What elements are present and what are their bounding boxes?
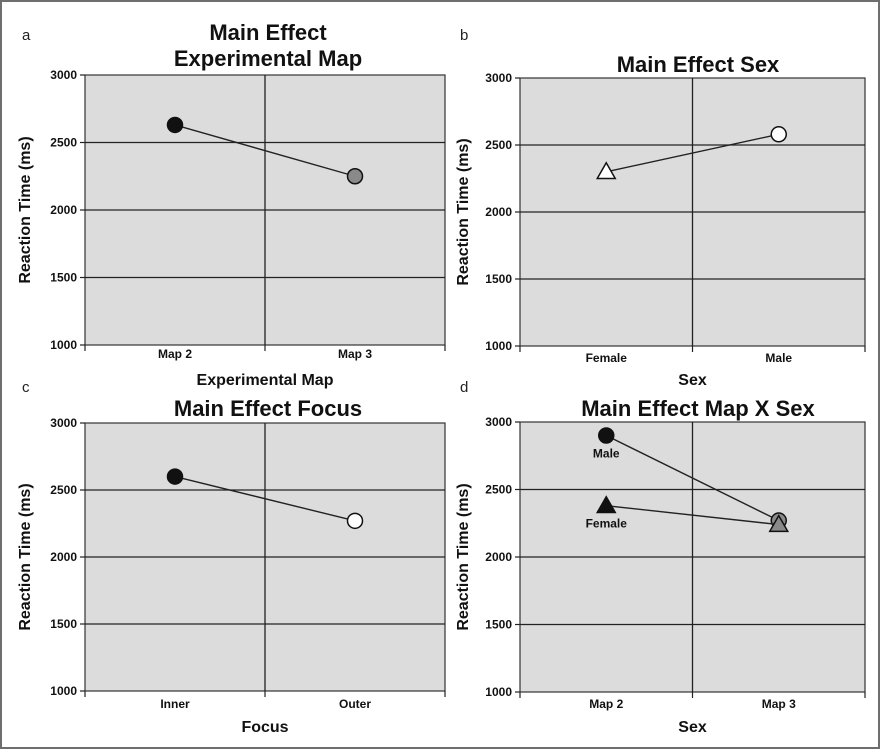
data-point [346,168,364,185]
data-point [595,161,617,180]
data-point [770,126,787,143]
y-tick-label: 3000 [50,68,77,82]
series-line [174,124,356,177]
chart-title: Main Effect Focus [174,396,362,421]
data-point [598,427,615,444]
x-tick-label: Map 3 [338,347,372,361]
y-tick-label: 1000 [50,338,77,352]
x-tick-label: Inner [160,697,190,711]
y-tick-label: 3000 [485,71,512,85]
x-tick-label: Male [765,351,792,365]
panel-c: c Main Effect Focus 1000 1500 2000 2500 3000 In… [17,379,446,736]
data-point [346,512,364,530]
x-axis-label: Focus [241,719,288,736]
y-axis-label: Reaction Time (ms) [455,483,472,630]
series-line [605,434,780,522]
y-tick-label: 1500 [485,618,512,632]
x-tick-label: Female [586,351,628,365]
data-point [768,514,790,533]
y-tick-label: 1500 [50,271,77,285]
chart-title: Main Effect Sex [617,52,780,77]
panel-b: b Main Effect Sex 1000 1500 2000 2500 3000 Fema… [455,27,866,389]
chart-title: Main Effect Map X Sex [581,396,815,421]
series-line [174,475,356,522]
chart-title: Main Effect [209,20,327,45]
y-tick-label: 1500 [50,617,77,631]
y-tick-label: 2500 [50,483,77,497]
chart-title: Experimental Map [174,46,362,71]
panel-letter: d [460,379,468,396]
series-label: Male [593,447,620,461]
y-tick-label: 2000 [50,203,77,217]
series-line [606,505,779,526]
x-tick-label: Map 2 [158,347,192,361]
data-point [166,116,184,134]
y-axis-label: Reaction Time (ms) [17,136,34,283]
panel-letter: b [460,27,468,44]
y-tick-label: 1500 [485,272,512,286]
x-axis-label: Experimental Map [197,372,334,389]
y-tick-label: 2500 [50,136,77,150]
series-line [606,133,779,173]
data-point [595,495,617,514]
y-axis-label: Reaction Time (ms) [17,483,34,630]
y-tick-label: 2000 [50,550,77,564]
y-tick-label: 2000 [485,205,512,219]
x-tick-label: Outer [339,697,371,711]
y-tick-label: 2000 [485,550,512,564]
data-point [166,468,184,485]
x-tick-label: Map 2 [589,697,623,711]
y-tick-label: 2500 [485,138,512,152]
x-axis-label: Sex [678,372,707,389]
y-tick-label: 2500 [485,483,512,497]
series-label: Female [586,517,628,531]
x-tick-label: Map 3 [762,697,796,711]
panel-letter: a [22,27,31,44]
y-tick-label: 1000 [485,339,512,353]
y-tick-label: 3000 [485,415,512,429]
y-axis-label: Reaction Time (ms) [455,138,472,285]
x-axis-label: Sex [678,719,707,736]
y-tick-label: 1000 [485,685,512,699]
panel-letter: c [22,379,30,396]
panel-d: d Main Effect Map X Sex 1000 1500 2000 2500 30… [455,379,866,736]
y-tick-label: 3000 [50,416,77,430]
y-tick-label: 1000 [50,684,77,698]
